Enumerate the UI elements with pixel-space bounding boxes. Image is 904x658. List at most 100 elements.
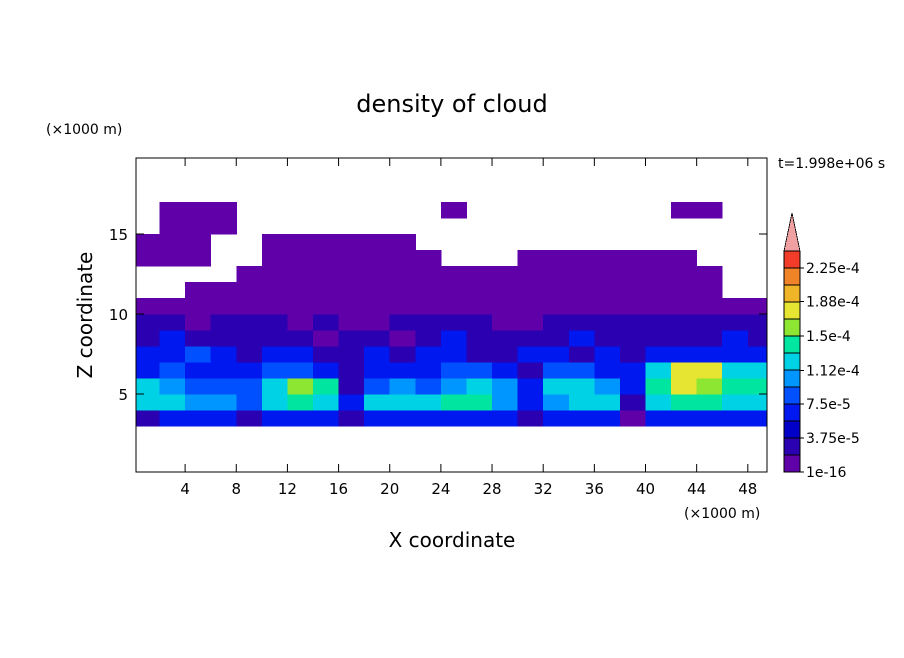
contour-cell	[389, 346, 416, 363]
contour-cell	[210, 282, 237, 299]
x-tick-label: 44	[687, 480, 706, 498]
contour-cell	[185, 234, 212, 251]
chart-title: density of cloud	[356, 90, 547, 118]
contour-cell	[312, 346, 340, 363]
contour-cell	[466, 298, 493, 315]
contour-cell	[185, 378, 212, 395]
contour-cell	[671, 378, 698, 395]
contour-cell	[543, 330, 570, 347]
contour-cell	[312, 410, 340, 427]
contour-cell	[159, 314, 186, 331]
contour-cell	[722, 346, 749, 363]
contour-cell	[492, 330, 519, 347]
contour-cell	[338, 394, 365, 411]
contour-cell	[136, 394, 161, 411]
contour-cell	[389, 378, 416, 395]
contour-cell	[517, 394, 544, 411]
contour-cell	[261, 282, 288, 299]
contour-cell	[159, 362, 186, 379]
x-unit: (×1000 m)	[684, 506, 760, 522]
time-label: t=1.998e+06 s	[778, 156, 885, 172]
contour-cell	[185, 298, 212, 315]
contour-cell	[594, 282, 621, 299]
contour-cell	[492, 298, 519, 315]
contour-cell	[210, 394, 237, 411]
contour-cell	[287, 330, 314, 347]
contour-cell	[671, 202, 698, 219]
contour-cell	[696, 330, 723, 347]
contour-cell	[543, 314, 570, 331]
contour-cell	[236, 266, 263, 283]
contour-cell	[492, 282, 519, 299]
contour-cell	[415, 250, 442, 267]
contour-cell	[159, 250, 186, 267]
contour-cell	[185, 346, 212, 363]
contour-cell	[159, 346, 186, 363]
contour-cell	[568, 410, 595, 427]
contour-cell	[645, 266, 672, 283]
contour-cell	[415, 282, 442, 299]
contour-cell	[312, 362, 340, 379]
contour-cell	[594, 346, 621, 363]
contour-cell	[364, 314, 391, 331]
colorbar-tick-label: 1.88e-4	[806, 295, 860, 311]
contour-cell	[389, 234, 416, 251]
contour-cell	[543, 410, 570, 427]
contour-cell	[543, 394, 570, 411]
contour-cell	[210, 218, 237, 235]
contour-cell	[517, 314, 544, 331]
contour-cell	[568, 250, 595, 267]
contour-cell	[261, 346, 288, 363]
contour-cell	[136, 362, 161, 379]
x-tick-label: 16	[329, 480, 348, 498]
contour-cell	[210, 410, 237, 427]
contour-cell	[136, 410, 161, 427]
contour-cell	[440, 266, 467, 283]
contour-cell	[671, 282, 698, 299]
x-tick-label: 32	[534, 480, 553, 498]
contour-cell	[312, 394, 340, 411]
contour-cell	[594, 330, 621, 347]
x-tick-label: 36	[585, 480, 604, 498]
contour-cell	[568, 362, 595, 379]
contour-cell	[517, 346, 544, 363]
contour-cell	[619, 330, 647, 347]
colorbar-tick-label: 1.12e-4	[806, 363, 860, 379]
contour-cell	[747, 314, 767, 331]
contour-cell	[696, 410, 723, 427]
contour-cell	[338, 234, 365, 251]
contour-cell	[619, 394, 647, 411]
contour-cell	[619, 314, 647, 331]
contour-cell	[517, 410, 544, 427]
contour-cell	[338, 362, 365, 379]
contour-cell	[747, 410, 767, 427]
contour-cell	[671, 250, 698, 267]
contour-cell	[696, 298, 723, 315]
contour-cell	[722, 362, 749, 379]
contour-cell	[671, 330, 698, 347]
colorbar-tick-label: 1.5e-4	[806, 329, 851, 345]
contour-cell	[185, 202, 212, 219]
x-tick-label: 12	[278, 480, 297, 498]
contour-cell	[517, 282, 544, 299]
contour-cell	[517, 298, 544, 315]
contour-cell	[236, 298, 263, 315]
x-tick-label: 28	[482, 480, 501, 498]
contour-cell	[440, 394, 467, 411]
contour-cell	[136, 250, 161, 267]
contour-cell	[517, 330, 544, 347]
contour-cell	[364, 250, 391, 267]
contour-cell	[136, 330, 161, 347]
y-unit: (×1000 m)	[46, 122, 122, 138]
contour-cell	[440, 330, 467, 347]
contour-cell	[185, 410, 212, 427]
contour-cell	[185, 314, 212, 331]
contour-cell	[492, 410, 519, 427]
contour-cell	[671, 314, 698, 331]
contour-cell	[466, 346, 493, 363]
contour-cell	[466, 266, 493, 283]
colorbar-band	[783, 454, 801, 473]
contour-cell	[619, 410, 647, 427]
contour-cell	[543, 346, 570, 363]
contour-cell	[312, 266, 340, 283]
